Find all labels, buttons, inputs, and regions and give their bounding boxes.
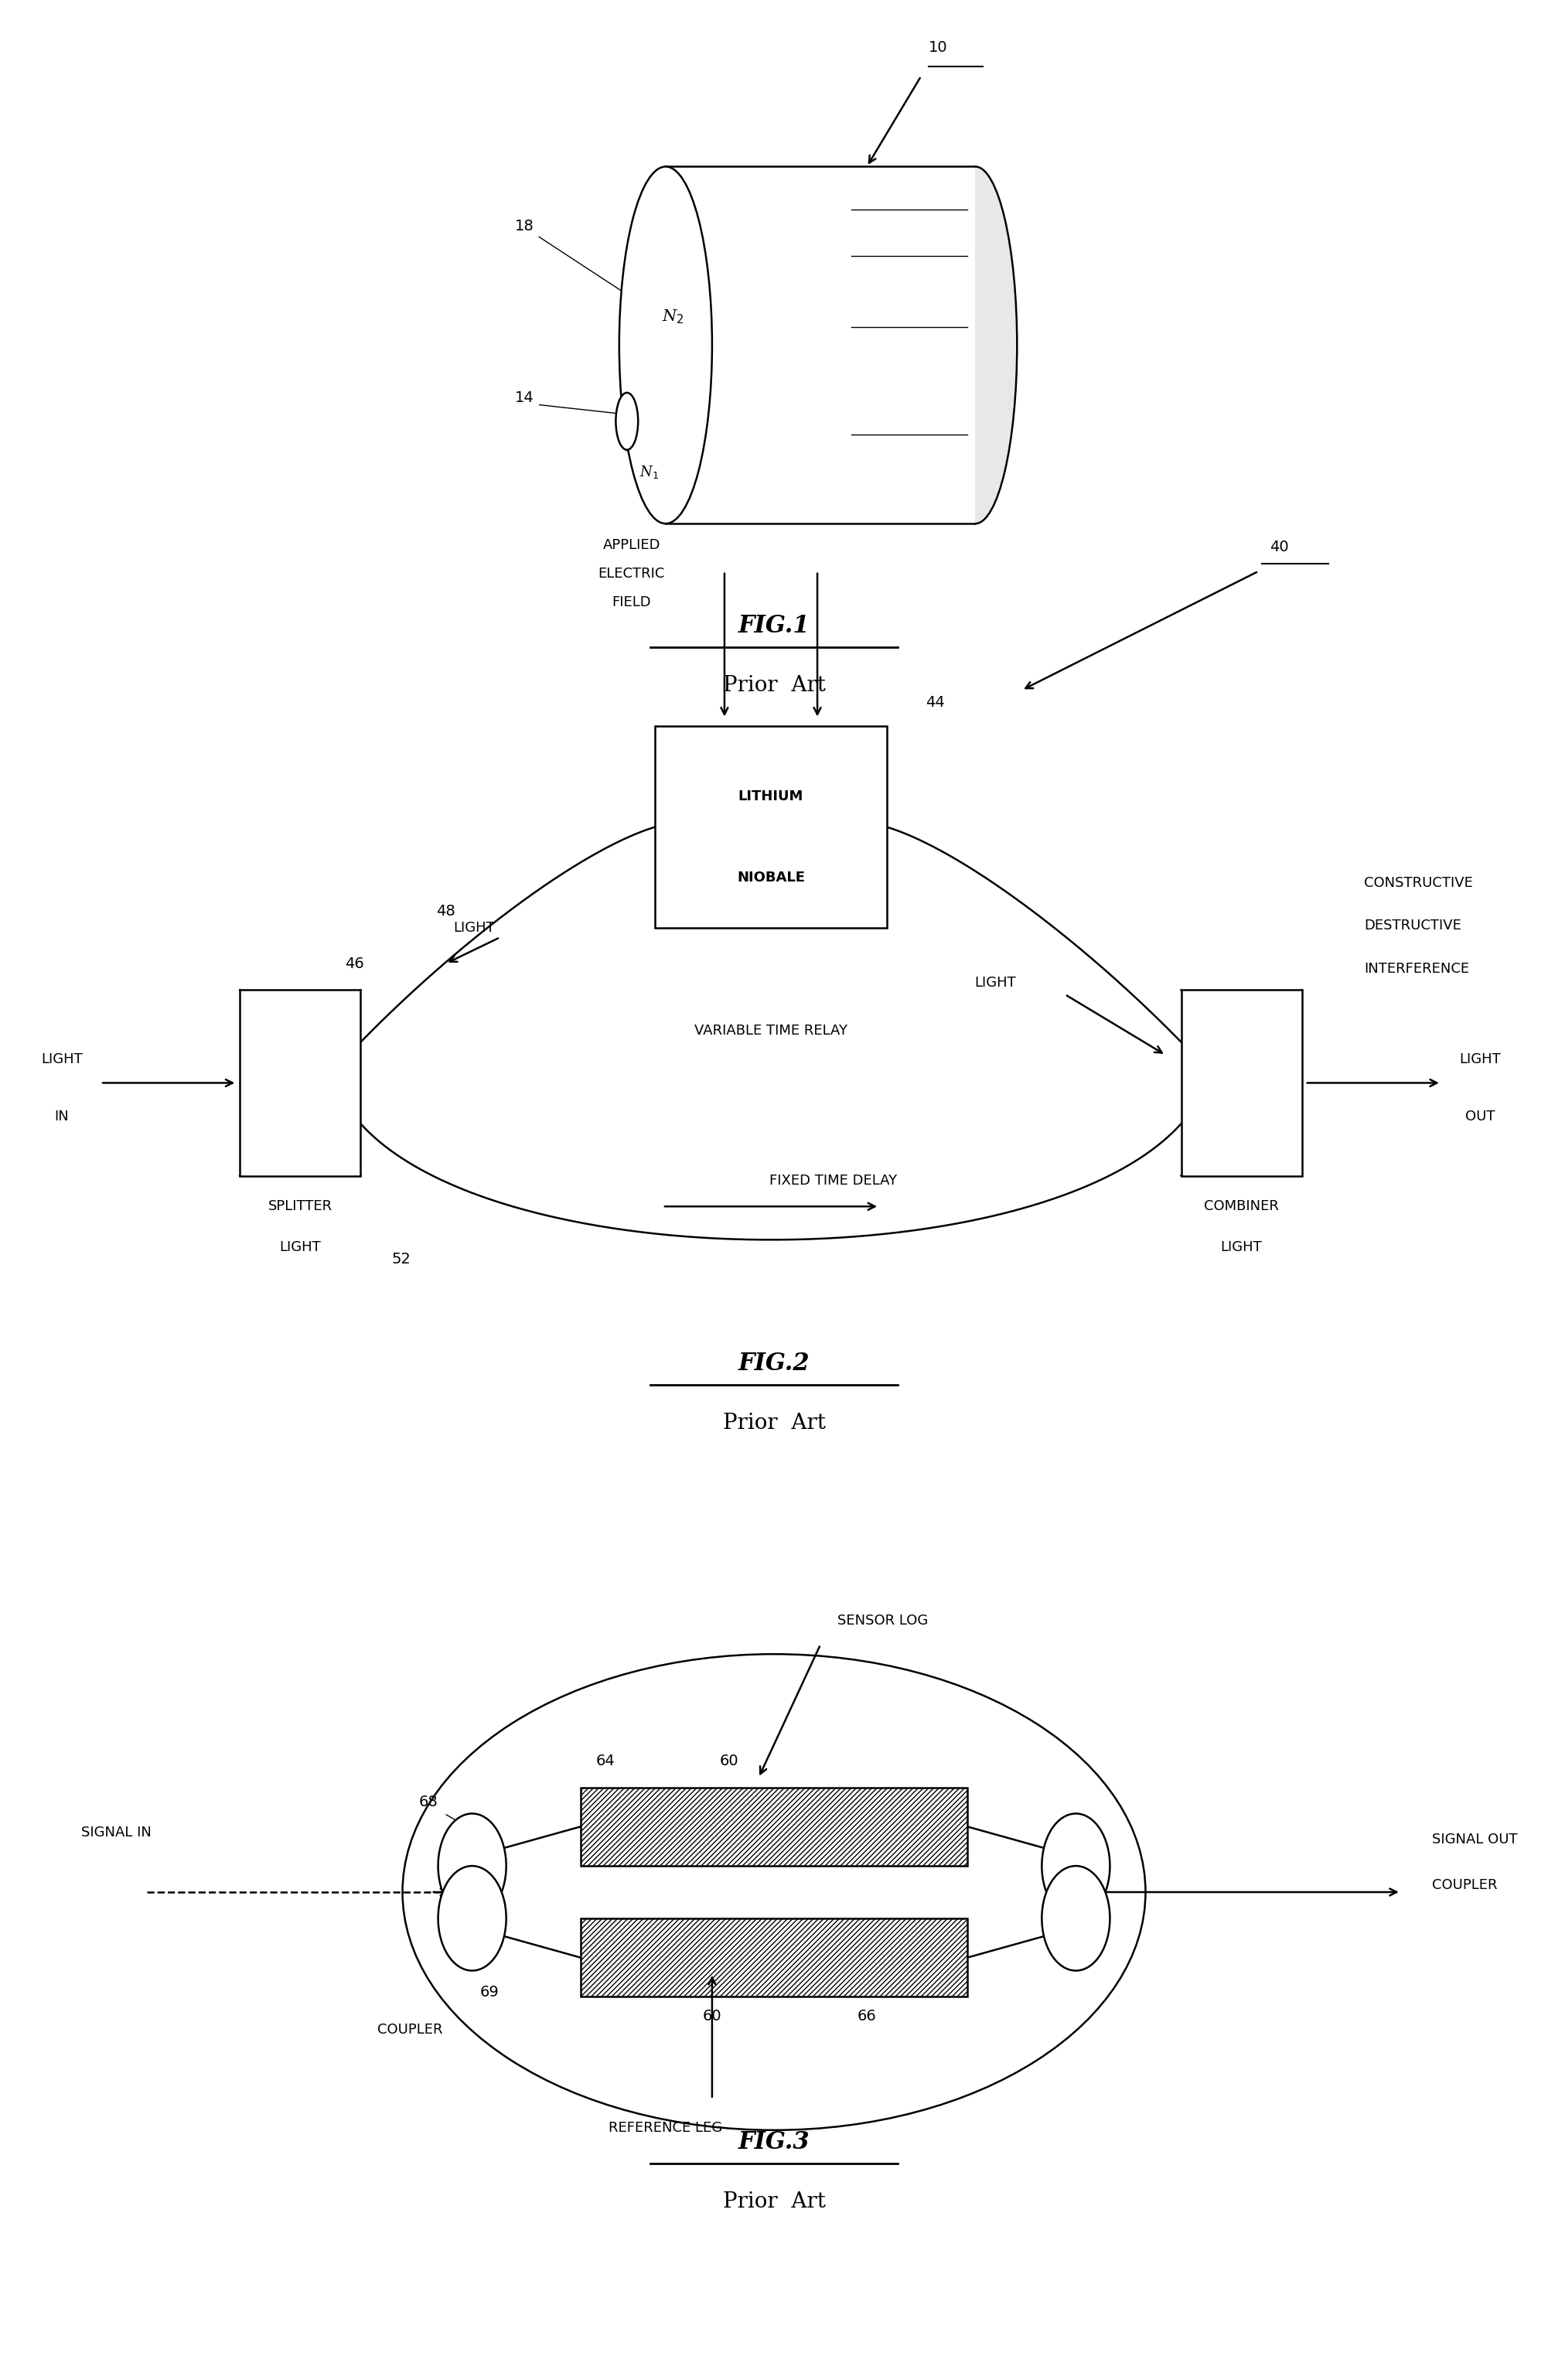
Ellipse shape (619, 167, 712, 524)
Text: 14: 14 (515, 390, 534, 405)
Bar (240, 990, 361, 1176)
Text: 44: 44 (926, 695, 944, 709)
Text: N$_2$: N$_2$ (663, 307, 684, 326)
Text: ELECTRIC: ELECTRIC (598, 566, 666, 581)
Circle shape (438, 1866, 506, 1971)
Bar (666, 167, 975, 524)
Text: REFERENCE LEG: REFERENCE LEG (608, 2121, 723, 2135)
Text: APPLIED: APPLIED (602, 538, 661, 552)
Text: 68: 68 (420, 1795, 438, 1809)
Circle shape (1042, 1814, 1110, 1918)
Text: COUPLER: COUPLER (1432, 1878, 1497, 1892)
Text: LITHIUM: LITHIUM (738, 790, 803, 804)
Text: 48: 48 (437, 904, 455, 919)
Text: SPLITTER: SPLITTER (268, 1200, 333, 1214)
Text: SIGNAL IN: SIGNAL IN (80, 1825, 152, 1840)
Text: INTERFERENCE: INTERFERENCE (1364, 962, 1469, 976)
Bar (655, 726, 887, 928)
Text: FIG.1: FIG.1 (738, 614, 810, 638)
Text: N$_1$: N$_1$ (639, 464, 659, 481)
Text: NIOBALE: NIOBALE (737, 871, 805, 885)
Text: FIELD: FIELD (611, 595, 652, 609)
Text: FIG.3: FIG.3 (738, 2130, 810, 2154)
Text: 64: 64 (596, 1754, 615, 1768)
Text: Prior  Art: Prior Art (723, 1414, 825, 1433)
Text: COMBINER: COMBINER (1204, 1200, 1279, 1214)
Bar (580, 1918, 968, 1997)
Text: 69: 69 (480, 1985, 498, 1999)
Text: VARIABLE TIME RELAY: VARIABLE TIME RELAY (695, 1023, 847, 1038)
Text: COUPLER: COUPLER (378, 2023, 443, 2037)
Ellipse shape (933, 167, 1017, 524)
Text: LIGHT: LIGHT (454, 921, 495, 935)
Text: 52: 52 (392, 1252, 410, 1266)
Text: 60: 60 (720, 1754, 738, 1768)
Text: LIGHT: LIGHT (975, 976, 1015, 990)
Text: 66: 66 (858, 2009, 876, 2023)
Bar (580, 1787, 968, 1866)
Text: LIGHT: LIGHT (42, 1052, 82, 1066)
Text: IN: IN (54, 1109, 70, 1123)
Text: 40: 40 (1269, 540, 1288, 555)
Text: DESTRUCTIVE: DESTRUCTIVE (1364, 919, 1461, 933)
Text: 10: 10 (929, 40, 947, 55)
Text: FIXED TIME DELAY: FIXED TIME DELAY (769, 1173, 896, 1188)
Text: CONSTRUCTIVE: CONSTRUCTIVE (1364, 876, 1472, 890)
Circle shape (438, 1814, 506, 1918)
Text: Prior  Art: Prior Art (723, 2192, 825, 2211)
Text: LIGHT: LIGHT (280, 1240, 320, 1254)
Text: 46: 46 (345, 957, 364, 971)
Text: FIG.2: FIG.2 (738, 1352, 810, 1376)
Text: LIGHT: LIGHT (1221, 1240, 1262, 1254)
Text: 60: 60 (703, 2009, 721, 2023)
Text: OUT: OUT (1464, 1109, 1495, 1123)
Bar (1181, 990, 1302, 1176)
Circle shape (1042, 1866, 1110, 1971)
Text: 18: 18 (515, 219, 534, 233)
Text: Prior  Art: Prior Art (723, 676, 825, 695)
Text: LIGHT: LIGHT (1460, 1052, 1500, 1066)
Text: SENSOR LOG: SENSOR LOG (837, 1614, 927, 1628)
Text: SIGNAL OUT: SIGNAL OUT (1432, 1833, 1517, 1847)
Ellipse shape (616, 393, 638, 450)
